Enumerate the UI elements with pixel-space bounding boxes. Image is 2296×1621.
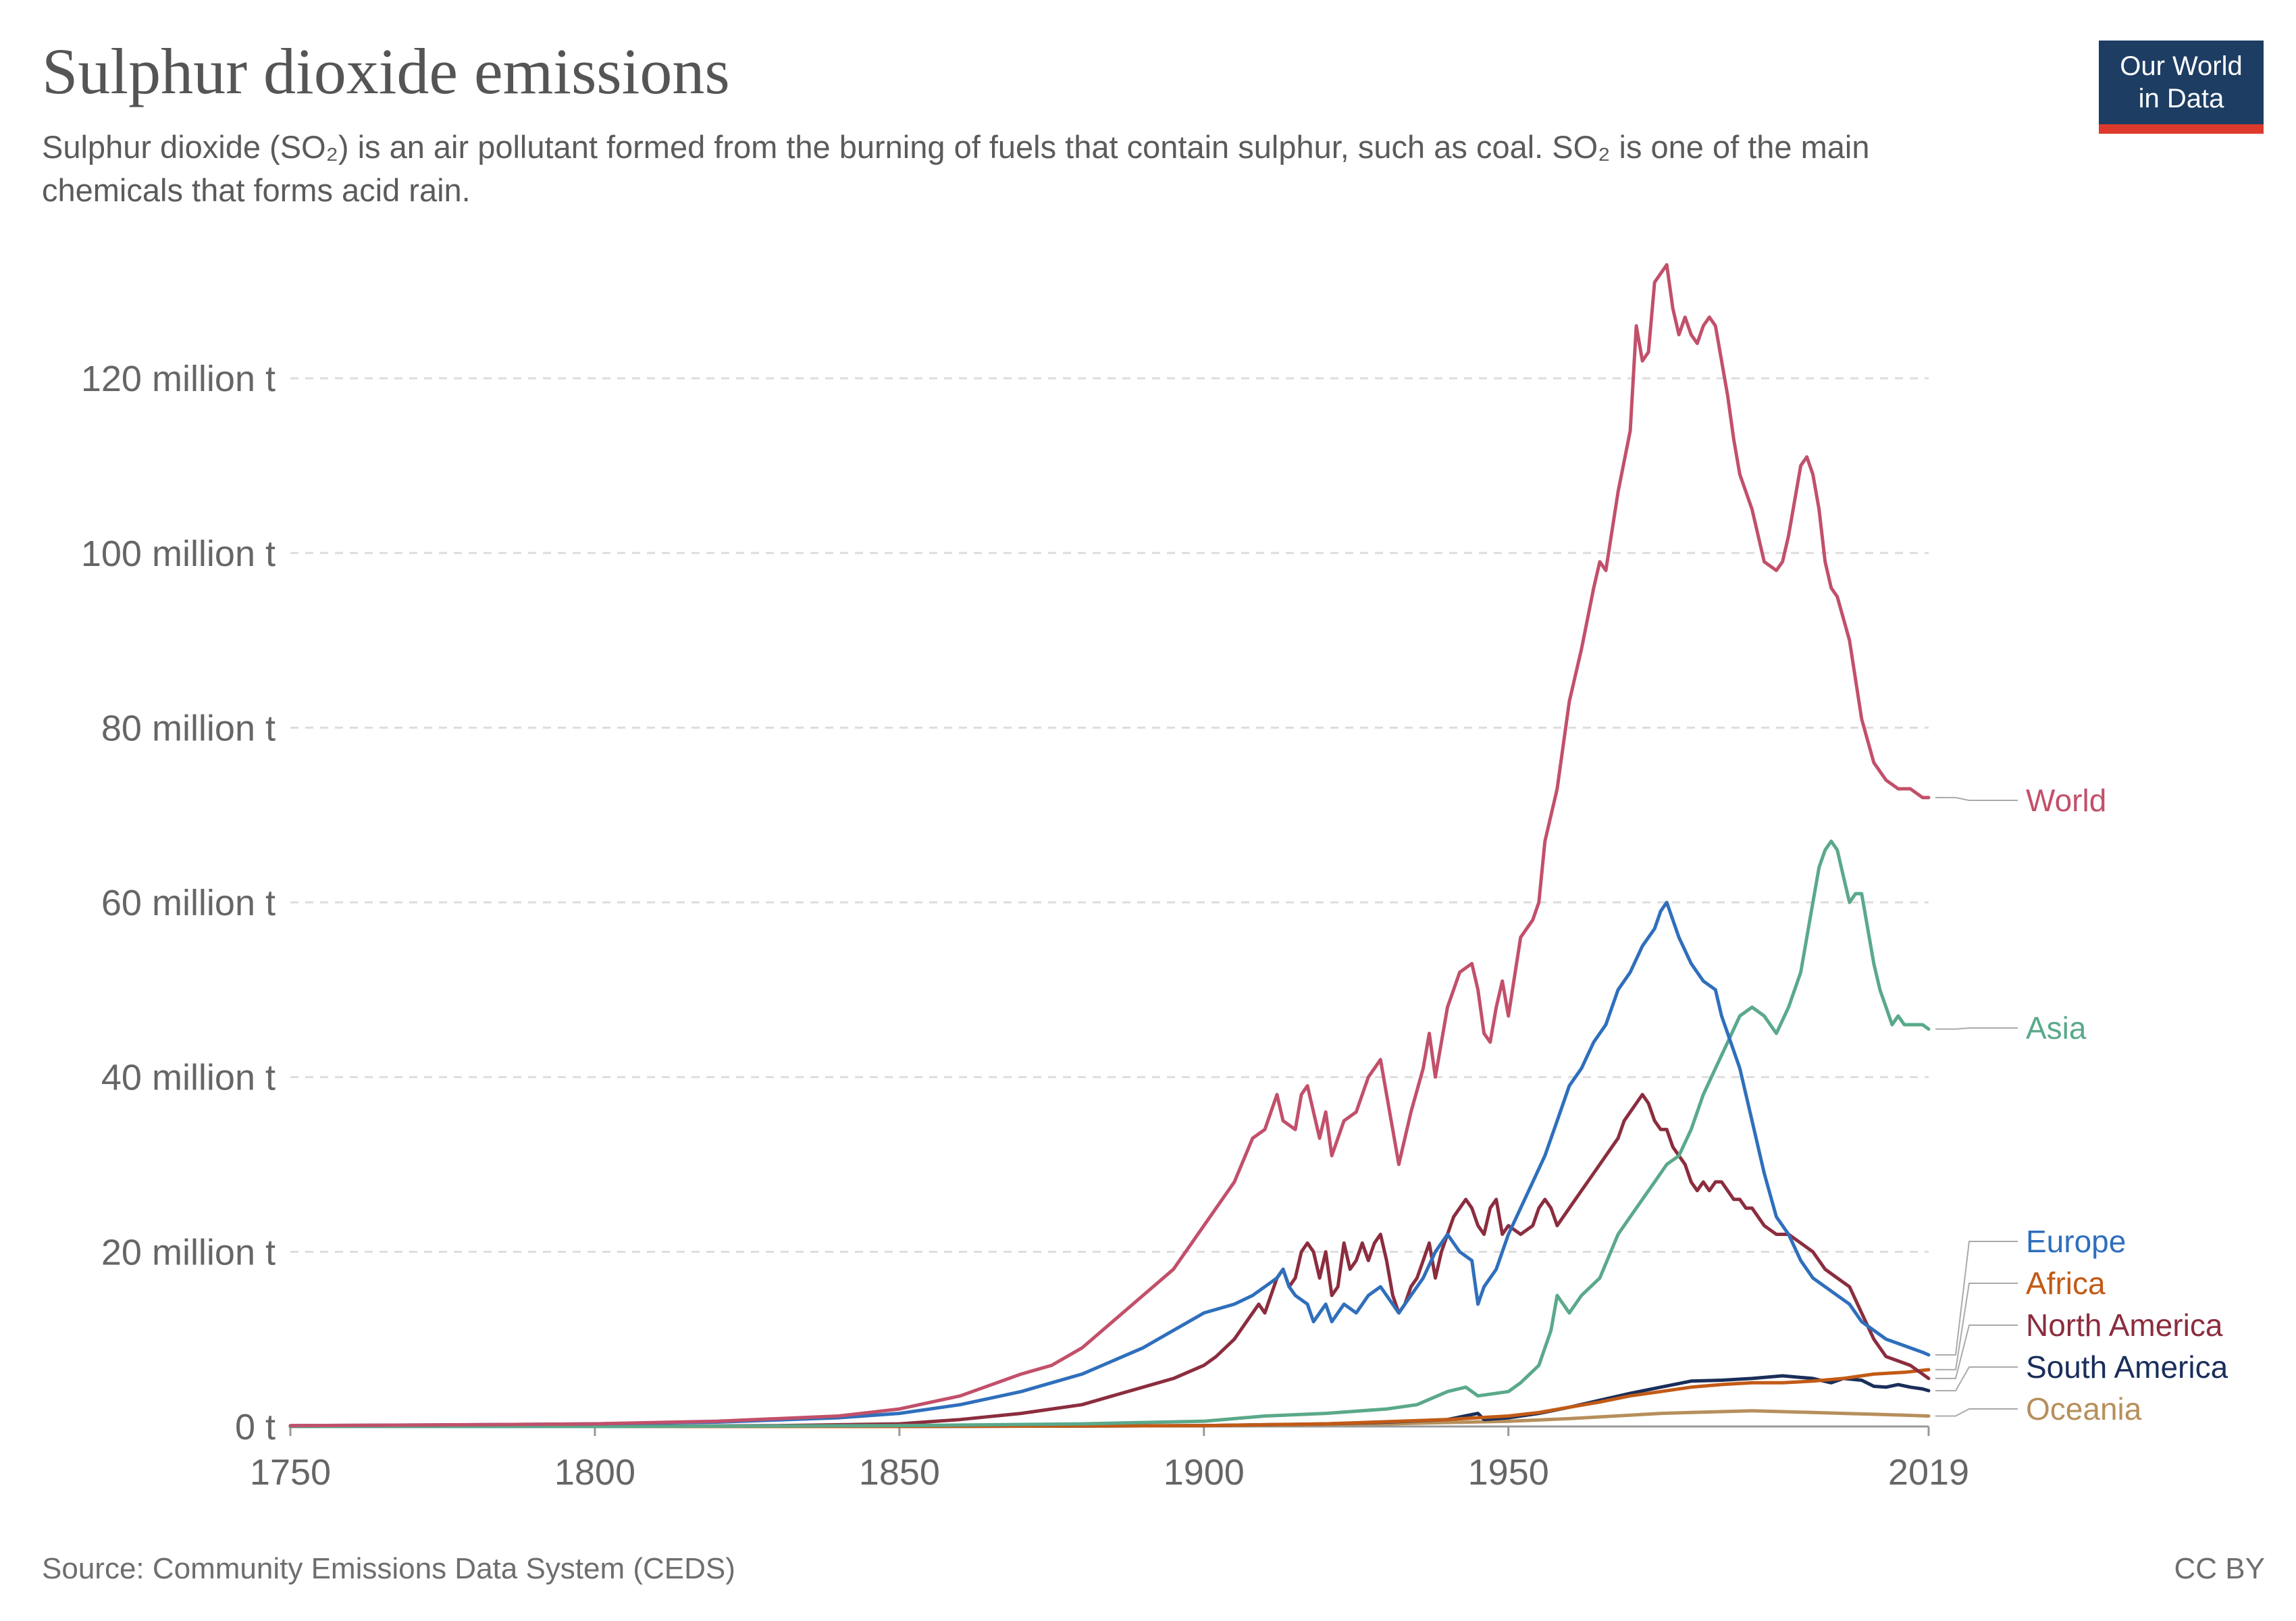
y-tick-label: 40 million t: [101, 1058, 276, 1098]
x-tick-label: 1950: [1468, 1452, 1549, 1493]
y-tick-label: 0 t: [235, 1407, 276, 1447]
logo-line-1: Our World: [2120, 51, 2243, 81]
y-tick-label: 20 million t: [101, 1232, 276, 1272]
logo-line-2: in Data: [2138, 84, 2224, 113]
series-line-asia[interactable]: [288, 840, 1931, 1429]
x-tick-label: 2019: [1888, 1452, 1969, 1493]
label-connector-europe: [1935, 1241, 2018, 1356]
label-connector-north-america: [1935, 1324, 2018, 1379]
label-connector-oceania: [1935, 1408, 2018, 1417]
series-line-europe[interactable]: [288, 900, 1931, 1428]
series-label-africa[interactable]: Africa: [2026, 1266, 2106, 1301]
series-labels: World Asia Europe Africa North America South …: [1935, 783, 2228, 1426]
x-tick-label: 1900: [1164, 1452, 1245, 1493]
label-connector-asia: [1935, 1027, 2018, 1030]
series-line-africa[interactable]: [288, 1368, 1931, 1429]
owid-logo[interactable]: Our World in Data: [2099, 41, 2264, 134]
label-connector-south-america: [1935, 1366, 2018, 1391]
series-label-asia[interactable]: Asia: [2026, 1010, 2087, 1046]
grid-lines: [290, 377, 1929, 1253]
y-tick-label: 60 million t: [101, 883, 276, 923]
y-tick-label: 80 million t: [101, 708, 276, 748]
license-note[interactable]: CC BY: [2174, 1552, 2265, 1585]
series-label-oceania[interactable]: Oceania: [2026, 1391, 2142, 1426]
y-tick-label: 100 million t: [81, 534, 276, 574]
series-label-world[interactable]: World: [2026, 783, 2106, 818]
y-tick-label: 120 million t: [81, 359, 276, 399]
series-line-south-america[interactable]: [288, 1374, 1931, 1429]
series-label-europe[interactable]: Europe: [2026, 1224, 2126, 1259]
label-connector-africa: [1935, 1283, 2018, 1370]
series-label-north-america[interactable]: North America: [2026, 1308, 2223, 1343]
label-connector-world: [1935, 796, 2018, 801]
series-lines: [288, 263, 1931, 1429]
x-tick-label: 1850: [859, 1452, 940, 1493]
series-line-world[interactable]: [288, 263, 1931, 1428]
x-tick-label: 1750: [250, 1452, 331, 1493]
axes: 0 t 20 million t 40 million t 60 million t 8…: [81, 359, 1969, 1493]
source-note[interactable]: Source: Community Emissions Data System …: [42, 1552, 735, 1585]
series-label-south-america[interactable]: South America: [2026, 1349, 2228, 1385]
chart-subtitle: Sulphur dioxide (SO₂) is an air pollutan…: [42, 129, 1870, 208]
x-tick-label: 1800: [554, 1452, 635, 1493]
chart-title: Sulphur dioxide emissions: [42, 35, 730, 107]
